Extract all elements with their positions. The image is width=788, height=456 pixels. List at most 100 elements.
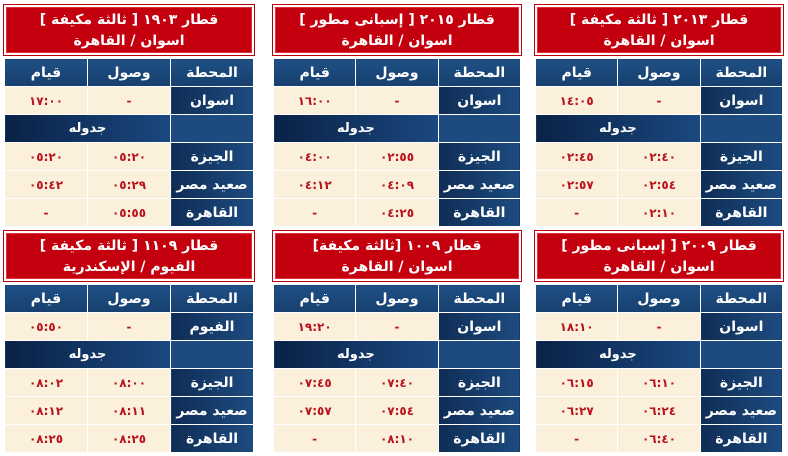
schedule-spacer — [699, 114, 784, 143]
stop-row: صعيد مصر ٠٤:٠٩ ٠٤:١٢ — [272, 170, 522, 199]
arrival-time: ٠٤:٢٥ — [355, 198, 439, 227]
train-card: قطار ٢٠٠٩ [ إسبانى مطور ] اسوان / القاهر… — [534, 230, 784, 453]
train-title: قطار ١٩٠٣ [ ثالثة مكيفة ] — [39, 12, 219, 28]
column-header-row: المحطة وصول قيام — [534, 284, 784, 313]
train-route: اسوان / القاهرة — [341, 259, 453, 275]
arrival-time: ٠٦:٢٤ — [617, 396, 701, 425]
station-name: الفيوم — [170, 312, 254, 341]
departure-time: ١٦:٠٠ — [272, 86, 357, 115]
departure-time: ٠٧:٥٧ — [272, 396, 357, 425]
station-name: اسوان — [699, 312, 784, 341]
stop-row: صعيد مصر ٠٧:٥٤ ٠٧:٥٧ — [272, 396, 522, 425]
train-route: اسوان / القاهرة — [603, 33, 715, 49]
arrival-time: - — [617, 86, 701, 115]
schedule-label: جدوله — [535, 114, 701, 143]
column-departure: قيام — [534, 58, 619, 87]
stop-row: القاهرة ٠٤:٢٥ - — [272, 198, 522, 227]
station-name: صعيد مصر — [437, 170, 522, 199]
origin-row: اسوان - ١٨:١٠ — [534, 312, 784, 341]
train-header: قطار ١١٠٩ [ ثالثة مكيفة ] الفيوم / الإسك… — [3, 230, 255, 282]
schedule-spacer — [437, 114, 522, 143]
stop-row: القاهرة ٠٨:١٠ - — [272, 424, 522, 453]
station-name: الجيزة — [699, 368, 784, 397]
station-name: اسوان — [170, 86, 254, 115]
column-station: المحطة — [170, 58, 254, 87]
station-name: الجيزة — [170, 142, 254, 171]
schedule-row: جدوله — [535, 340, 784, 369]
train-route: اسوان / القاهرة — [73, 33, 185, 49]
departure-time: - — [4, 198, 88, 227]
timetable: المحطة وصول قيام الفيوم - ٠٥:٥٠ جدوله ال… — [4, 284, 254, 453]
schedule-row: جدوله — [273, 114, 522, 143]
schedule-spacer — [170, 114, 254, 143]
station-name: القاهرة — [170, 424, 254, 453]
departure-time: - — [534, 198, 619, 227]
schedule-label: جدوله — [535, 340, 701, 369]
station-name: الجيزة — [170, 368, 254, 397]
train-card: قطار ٢٠١٣ [ ثالثة مكيفة ] اسوان / القاهر… — [534, 4, 784, 227]
departure-time: ٠٨:١٢ — [4, 396, 88, 425]
station-name: صعيد مصر — [699, 170, 784, 199]
train-card: قطار ١١٠٩ [ ثالثة مكيفة ] الفيوم / الإسك… — [3, 230, 255, 453]
arrival-time: ٠٨:٠٠ — [87, 368, 171, 397]
station-name: القاهرة — [699, 198, 784, 227]
timetable: المحطة وصول قيام اسوان - ١٤:٠٥ جدوله الج… — [534, 58, 784, 227]
arrival-time: ٠٥:٥٥ — [87, 198, 171, 227]
departure-time: - — [272, 198, 357, 227]
station-name: الجيزة — [699, 142, 784, 171]
arrival-time: - — [355, 86, 439, 115]
departure-time: ٠٥:٥٠ — [4, 312, 88, 341]
column-header-row: المحطة وصول قيام — [272, 58, 522, 87]
origin-row: الفيوم - ٠٥:٥٠ — [4, 312, 254, 341]
stop-row: الجيزة ٠٨:٠٠ ٠٨:٠٢ — [4, 368, 254, 397]
schedule-label: جدوله — [273, 114, 439, 143]
origin-row: اسوان - ١٦:٠٠ — [272, 86, 522, 115]
arrival-time: - — [355, 312, 439, 341]
schedule-label: جدوله — [4, 114, 171, 143]
departure-time: ١٤:٠٥ — [534, 86, 619, 115]
schedule-row: جدوله — [4, 114, 254, 143]
stop-row: القاهرة ٠٦:٤٠ - — [534, 424, 784, 453]
column-header-row: المحطة وصول قيام — [4, 58, 254, 87]
timetable: المحطة وصول قيام اسوان - ١٩:٢٠ جدوله الج… — [272, 284, 522, 453]
arrival-time: ٠٨:٢٥ — [87, 424, 171, 453]
arrival-time: - — [617, 312, 701, 341]
stop-row: القاهرة ٠٥:٥٥ - — [4, 198, 254, 227]
schedule-spacer — [170, 340, 254, 369]
arrival-time: ٠٢:٥٤ — [617, 170, 701, 199]
departure-time: ٠٤:٠٠ — [272, 142, 357, 171]
departure-time: ٠٦:٢٧ — [534, 396, 619, 425]
arrival-time: ٠٤:٠٩ — [355, 170, 439, 199]
departure-time: ٠٨:٠٢ — [4, 368, 88, 397]
station-name: صعيد مصر — [437, 396, 522, 425]
stop-row: صعيد مصر ٠٦:٢٤ ٠٦:٢٧ — [534, 396, 784, 425]
train-title: قطار ٢٠٠٩ [ إسبانى مطور ] — [561, 238, 757, 254]
departure-time: ٠٤:١٢ — [272, 170, 357, 199]
departure-time: ٠٧:٤٥ — [272, 368, 357, 397]
train-header: قطار ٢٠٠٩ [ إسبانى مطور ] اسوان / القاهر… — [534, 230, 784, 282]
origin-row: اسوان - ١٧:٠٠ — [4, 86, 254, 115]
schedule-row: جدوله — [273, 340, 522, 369]
arrival-time: ٠٨:١٠ — [355, 424, 439, 453]
station-name: القاهرة — [170, 198, 254, 227]
arrival-time: ٠٢:٥٥ — [355, 142, 439, 171]
departure-time: - — [534, 424, 619, 453]
train-title: قطار ٢٠١٣ [ ثالثة مكيفة ] — [569, 12, 749, 28]
schedule-spacer — [437, 340, 522, 369]
schedule-row: جدوله — [4, 340, 254, 369]
train-card: قطار ١٩٠٣ [ ثالثة مكيفة ] اسوان / القاهر… — [3, 4, 255, 227]
departure-time: ٠٨:٢٥ — [4, 424, 88, 453]
origin-row: اسوان - ١٤:٠٥ — [534, 86, 784, 115]
station-name: القاهرة — [437, 424, 522, 453]
station-name: القاهرة — [699, 424, 784, 453]
station-name: اسوان — [437, 86, 522, 115]
arrival-time: ٠٥:٢٠ — [87, 142, 171, 171]
station-name: صعيد مصر — [699, 396, 784, 425]
train-route: الفيوم / الإسكندرية — [62, 259, 196, 275]
train-title: قطار ٢٠١٥ [ إسبانى مطور ] — [299, 12, 495, 28]
column-departure: قيام — [4, 284, 88, 313]
column-arrival: وصول — [355, 284, 439, 313]
stop-row: الجيزة ٠٦:١٠ ٠٦:١٥ — [534, 368, 784, 397]
departure-time: ٠٥:٤٢ — [4, 170, 88, 199]
column-station: المحطة — [170, 284, 254, 313]
